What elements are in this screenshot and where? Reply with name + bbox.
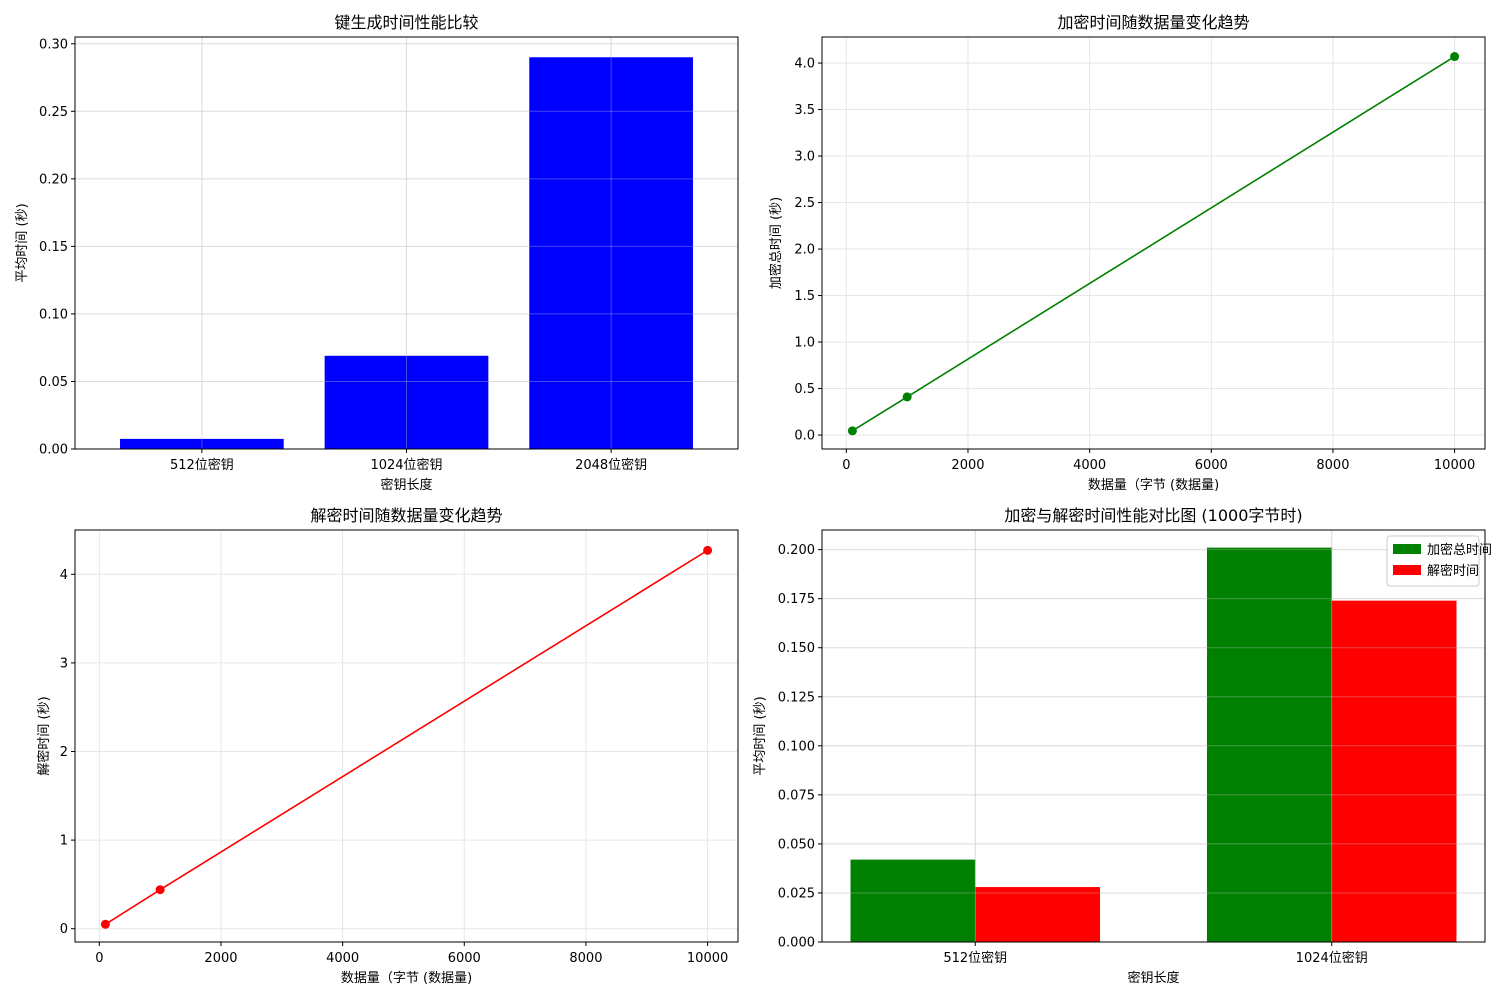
grid: [75, 530, 738, 942]
y-tick-label: 0: [60, 922, 68, 937]
axes-frame: [74, 529, 739, 943]
chart-title: 加密时间随数据量变化趋势: [1057, 13, 1249, 32]
x-tick-label: 512位密钥: [943, 950, 1007, 966]
x-tick-label: 4000: [1073, 458, 1106, 473]
bar-series1-2: [1206, 547, 1332, 942]
y-axis-label: 平均时间 (秒): [753, 696, 768, 775]
y-tick-label: 0.150: [778, 641, 815, 656]
y-tick-label: 0.100: [778, 739, 815, 754]
data-point-2: [155, 885, 165, 895]
y-tick-label: 2.5: [794, 196, 815, 211]
axes-frame: [74, 36, 739, 450]
y-axis-label: 加密总时间 (秒): [768, 197, 784, 289]
x-tick-label: 2000: [204, 951, 237, 966]
legend-swatch: [1393, 565, 1421, 575]
y-tick-label: 1.5: [794, 289, 815, 304]
y-tick-label: 4.0: [794, 57, 815, 72]
data-point-2: [902, 392, 912, 402]
subplot-1: 0.00 0.05 0.10 0.15 0.20 0.25 0.30 512位密钥 1024位密…: [15, 13, 739, 493]
y-tick-label: 0.050: [778, 837, 815, 852]
y-tick-label: 0.0: [794, 429, 815, 444]
legend-swatch: [1393, 544, 1421, 554]
data-point-1: [100, 919, 110, 929]
y-tick-label: 0.025: [778, 886, 815, 901]
chart-title: 解密时间随数据量变化趋势: [310, 506, 502, 525]
y-tick-label: 2: [60, 745, 68, 760]
y-tick-label: 1: [60, 834, 68, 849]
subplot-4: 0.000 0.025 0.050 0.075 0.100 0.125 0.150 0.175…: [753, 506, 1492, 986]
y-tick-label: 0.075: [778, 788, 815, 803]
y-tick-label: 0.05: [39, 375, 68, 390]
y-tick-label: 1.0: [794, 336, 815, 351]
x-tick-label: 0: [842, 458, 850, 473]
x-tick-label: 2000: [951, 458, 984, 473]
x-axis-label: 数据量（字节 (数据量): [341, 971, 472, 986]
y-tick-label: 0.30: [39, 37, 68, 52]
y-tick-label: 0.15: [39, 240, 68, 255]
legend-label: 加密总时间: [1427, 542, 1492, 558]
y-tick-label: 0.25: [39, 105, 68, 120]
y-tick-label: 2.0: [794, 243, 815, 258]
x-tick-label: 10000: [1434, 458, 1475, 473]
bar-2: [324, 355, 489, 449]
y-tick-label: 3.5: [794, 103, 815, 118]
x-tick-label: 8000: [1316, 458, 1349, 473]
y-axis-label: 平均时间 (秒): [15, 203, 30, 282]
y-tick-label: 4: [60, 568, 68, 583]
x-tick-label: 6000: [1195, 458, 1228, 473]
data-point-3: [703, 545, 713, 555]
x-tick-label: 1024位密钥: [1296, 950, 1368, 966]
chart-title: 键生成时间性能比较: [334, 13, 478, 32]
y-tick-label: 0.10: [39, 307, 68, 322]
bar-3: [529, 57, 693, 449]
bar-series2-2: [1331, 600, 1457, 942]
y-tick-label: 0.175: [778, 592, 815, 607]
x-axis-label: 密钥长度: [380, 477, 432, 493]
subplot-2: 0.0 0.5 1.0 1.5 2.0 2.5 3.0 3.5 4.0 0 2000 4000 6000…: [768, 13, 1486, 493]
y-tick-label: 3: [60, 656, 68, 671]
y-tick-label: 0.000: [778, 936, 815, 951]
x-tick-label: 6000: [448, 951, 481, 966]
y-tick-label: 0.00: [39, 443, 68, 458]
x-tick-label: 1024位密钥: [370, 457, 442, 473]
y-tick-label: 0.125: [778, 690, 815, 705]
data-point-3: [1450, 52, 1460, 62]
y-tick-label: 0.5: [794, 382, 815, 397]
x-tick-label: 8000: [569, 951, 602, 966]
x-tick-label: 0: [95, 951, 103, 966]
grid: [822, 37, 1485, 449]
y-axis-label: 解密时间 (秒): [36, 696, 52, 775]
x-tick-label: 2048位密钥: [575, 457, 647, 473]
data-point-1: [847, 426, 857, 436]
bar-series1-1: [850, 859, 976, 942]
axes-frame: [821, 529, 1486, 943]
legend-label: 解密时间: [1427, 563, 1479, 579]
x-tick-label: 512位密钥: [170, 457, 234, 473]
x-tick-label: 4000: [326, 951, 359, 966]
y-tick-label: 3.0: [794, 150, 815, 165]
chart-title: 加密与解密时间性能对比图 (1000字节时): [1004, 506, 1302, 525]
bar-1: [120, 438, 284, 449]
axes-frame: [821, 36, 1486, 450]
x-axis-label: 数据量（字节 (数据量): [1088, 478, 1219, 493]
subplot-3: 0 1 2 3 4 0 2000 4000 6000 8000 10000 解密时间随数据量变化趋势数…: [36, 506, 739, 986]
x-tick-label: 10000: [687, 951, 728, 966]
y-tick-label: 0.20: [39, 172, 68, 187]
y-tick-label: 0.200: [778, 543, 815, 558]
x-axis-label: 密钥长度: [1127, 970, 1179, 986]
bar-series2-1: [975, 887, 1101, 942]
